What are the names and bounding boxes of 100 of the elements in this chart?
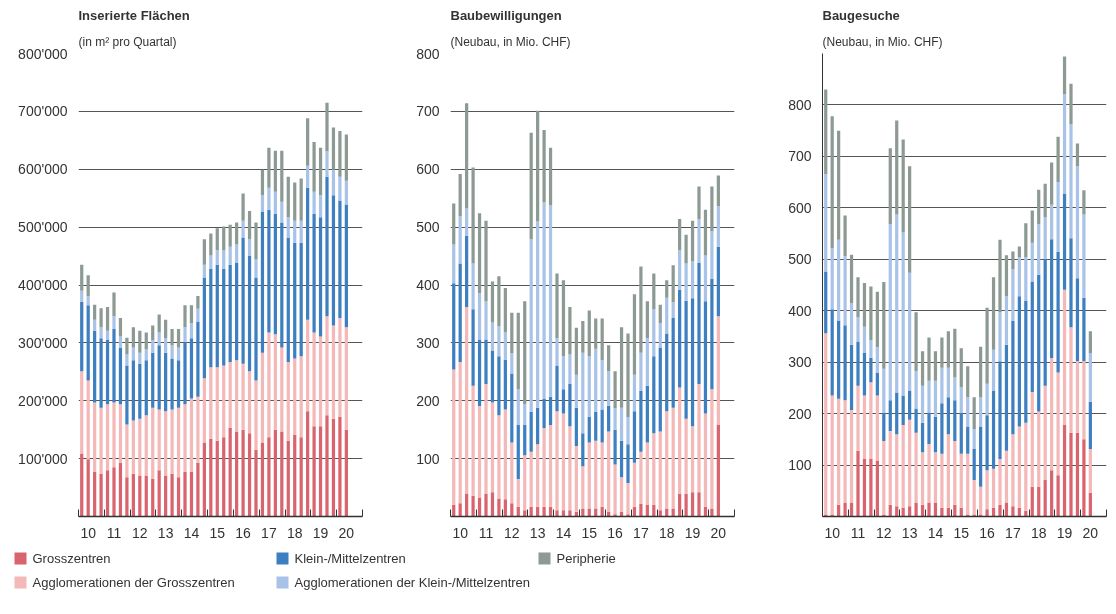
bar bbox=[80, 290, 84, 302]
bar bbox=[542, 399, 546, 428]
bar bbox=[125, 337, 129, 355]
bar bbox=[953, 328, 957, 378]
bar bbox=[895, 506, 899, 517]
bar bbox=[228, 427, 232, 517]
bar bbox=[325, 102, 329, 152]
bar bbox=[164, 475, 168, 517]
bar bbox=[882, 281, 886, 369]
x-tick-label: 12 bbox=[504, 524, 520, 541]
bar bbox=[613, 514, 617, 517]
bar bbox=[215, 228, 219, 251]
y-tick-label: 200'000 bbox=[18, 392, 68, 409]
bar bbox=[639, 503, 643, 517]
bar bbox=[1075, 361, 1080, 433]
bar bbox=[1011, 251, 1015, 270]
bar bbox=[286, 237, 290, 362]
bar bbox=[286, 176, 290, 218]
bar bbox=[164, 338, 168, 353]
bar bbox=[959, 387, 963, 414]
bar bbox=[684, 234, 688, 264]
bar bbox=[280, 201, 284, 223]
x-tick-label: 17 bbox=[633, 524, 649, 541]
x-tick-label: 17 bbox=[261, 524, 277, 541]
bar bbox=[1056, 252, 1060, 373]
bar bbox=[645, 442, 649, 505]
bar bbox=[86, 275, 90, 296]
bar bbox=[574, 445, 578, 512]
bar bbox=[144, 332, 148, 350]
bar bbox=[927, 502, 931, 517]
bar bbox=[1037, 224, 1041, 275]
bar bbox=[209, 233, 213, 256]
bar bbox=[665, 411, 669, 509]
bar bbox=[312, 426, 316, 517]
bar bbox=[991, 277, 996, 350]
bar bbox=[247, 433, 252, 517]
y-tick-label: 500'000 bbox=[18, 219, 68, 236]
chart-subtitle: (Neubau, in Mio. CHF) bbox=[822, 34, 943, 49]
bar bbox=[254, 380, 258, 450]
bar bbox=[843, 502, 847, 517]
bar bbox=[228, 224, 232, 247]
bar bbox=[561, 356, 566, 390]
bar bbox=[241, 429, 245, 517]
bar bbox=[105, 470, 110, 517]
bar bbox=[176, 328, 181, 348]
bar bbox=[267, 332, 271, 438]
bar bbox=[465, 208, 469, 236]
bar bbox=[118, 404, 123, 463]
bar bbox=[1004, 450, 1009, 503]
bar bbox=[1056, 372, 1060, 476]
bar bbox=[477, 405, 482, 498]
bar bbox=[953, 440, 957, 505]
bar bbox=[465, 306, 469, 494]
y-tick-label: 700'000 bbox=[18, 103, 68, 120]
bar bbox=[344, 429, 348, 517]
bar bbox=[490, 402, 495, 493]
bar bbox=[933, 416, 938, 453]
bar bbox=[587, 310, 591, 357]
bar bbox=[344, 134, 348, 181]
bar bbox=[105, 306, 110, 331]
bar bbox=[991, 468, 996, 508]
bar bbox=[568, 383, 572, 427]
bar bbox=[338, 131, 342, 177]
bar bbox=[613, 371, 617, 409]
bar bbox=[626, 444, 630, 483]
bar bbox=[587, 356, 591, 417]
bar bbox=[267, 209, 271, 333]
bar bbox=[151, 339, 155, 353]
bar bbox=[862, 352, 867, 396]
bar bbox=[895, 214, 899, 393]
bar bbox=[318, 426, 323, 517]
bar bbox=[1082, 297, 1086, 362]
bar bbox=[477, 213, 482, 294]
bar bbox=[1075, 278, 1080, 362]
bar bbox=[972, 449, 976, 480]
bar bbox=[869, 286, 873, 341]
chart-title: Baubewilligungen bbox=[450, 7, 562, 23]
bar bbox=[202, 277, 206, 379]
bar bbox=[1017, 246, 1021, 258]
bar bbox=[484, 339, 488, 384]
bar bbox=[164, 411, 168, 476]
bar bbox=[933, 380, 938, 417]
y-tick-label: 300 bbox=[416, 334, 440, 351]
bar bbox=[875, 372, 879, 396]
bar bbox=[710, 389, 714, 509]
bar bbox=[497, 498, 501, 517]
bar bbox=[998, 361, 1002, 459]
bar bbox=[888, 224, 892, 401]
bar bbox=[1050, 204, 1054, 240]
bar bbox=[966, 366, 970, 398]
bar bbox=[503, 287, 507, 332]
bar bbox=[99, 407, 103, 474]
bar bbox=[979, 486, 983, 515]
bar bbox=[568, 426, 572, 511]
bar bbox=[105, 339, 110, 405]
bar bbox=[331, 325, 336, 419]
bar bbox=[594, 508, 598, 517]
bar bbox=[196, 321, 200, 397]
bar bbox=[138, 418, 142, 476]
bar bbox=[665, 280, 669, 298]
